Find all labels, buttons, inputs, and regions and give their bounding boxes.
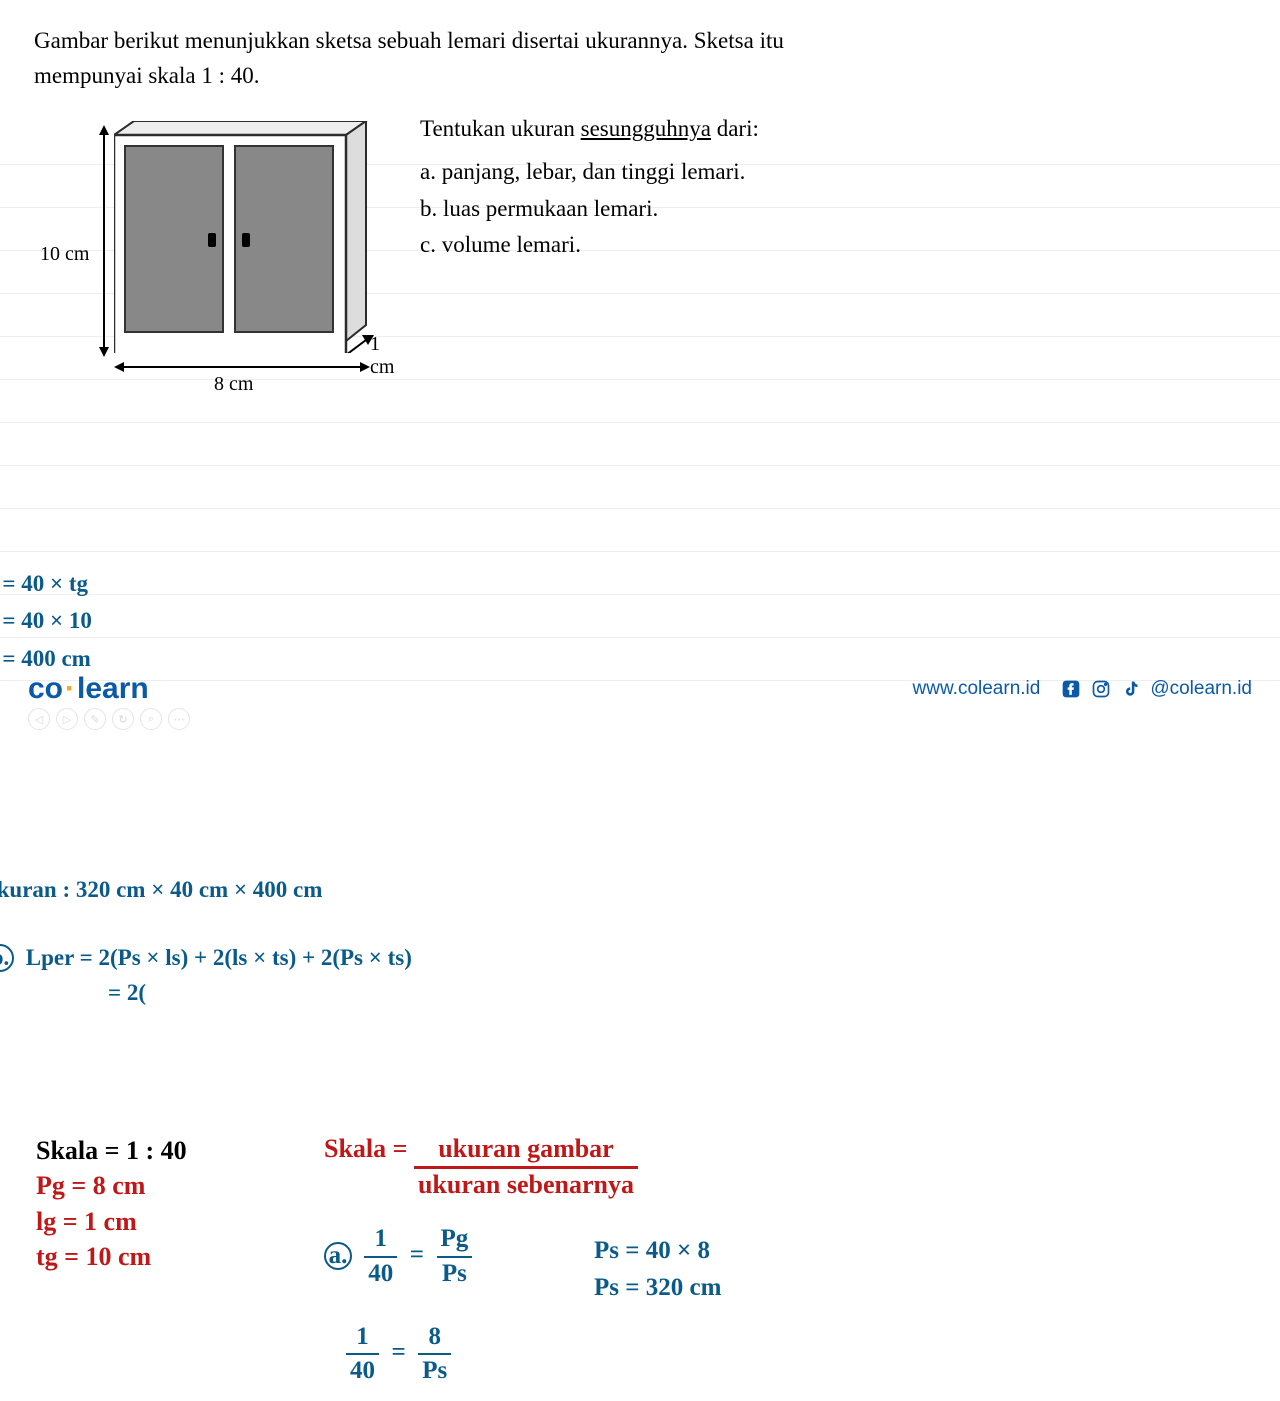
footer-handle: @colearn.id [1150, 678, 1252, 700]
work-part-a-step2: 140 = 8Ps [346, 1321, 451, 1387]
edit-icon[interactable]: ✎ [84, 708, 106, 730]
bottom-work: Skala = 1 : 40 Pg = 8 cm lg = 1 cm tg = … [34, 1131, 1280, 1401]
question-a: a. panjang, lebar, dan tinggi lemari. [420, 154, 865, 191]
player-controls[interactable]: ◁ ▷ ✎ ↻ ⌕ ⋯ [28, 708, 190, 730]
dim-height-label: 10 cm [40, 243, 89, 266]
footer-url: www.colearn.id [913, 678, 1041, 700]
height-arrow [98, 125, 110, 357]
circle-a: a. [324, 1242, 352, 1270]
footer-right: www.colearn.id @colearn.id [913, 678, 1252, 700]
work-part-b: b. Lper = 2(Ps × ls) + 2(ls × ts) + 2(Ps… [0, 943, 426, 1008]
facebook-icon[interactable] [1060, 678, 1082, 700]
work-ps: Ps = 40 × 8 Ps = 320 cm [594, 1233, 721, 1306]
instagram-icon[interactable] [1090, 678, 1112, 700]
work-ukuran: Ukuran : 320 cm × 40 cm × 400 cm [0, 875, 410, 904]
dim-width-label: 8 cm [214, 373, 253, 396]
problem-statement: Gambar berikut menunjukkan sketsa sebuah… [34, 24, 1246, 93]
cabinet-diagram: 10 cm 8 cm 1 cm [34, 111, 404, 401]
question-b: b. luas permukaan lemari. [420, 191, 865, 228]
problem-line-2: mempunyai skala 1 : 40. [34, 59, 1246, 94]
handle-left [208, 233, 216, 247]
width-arrow [114, 361, 370, 373]
page: Gambar berikut menunjukkan sketsa sebuah… [0, 0, 1280, 401]
question-list: Tentukan ukuran sesungguhnya dari: a. pa… [420, 111, 865, 401]
search-icon[interactable]: ⌕ [140, 708, 162, 730]
refresh-icon[interactable]: ↻ [112, 708, 134, 730]
problem-line-1: Gambar berikut menunjukkan sketsa sebuah… [34, 24, 1246, 59]
play-icon[interactable]: ▷ [56, 708, 78, 730]
question-c: c. volume lemari. [420, 227, 865, 264]
scale-definition: Skala = ukuran gambar ukuran sebenarnya [324, 1133, 638, 1201]
brand-logo: co·learn [28, 672, 149, 706]
more-icon[interactable]: ⋯ [168, 708, 190, 730]
cabinet-door-left [124, 145, 224, 333]
work-ts: ts = 40 × tg ts = 40 × 10 ts = 400 cm [0, 569, 195, 673]
handle-right [242, 233, 250, 247]
tiktok-icon[interactable] [1120, 678, 1142, 700]
given-values: Skala = 1 : 40 Pg = 8 cm lg = 1 cm tg = … [36, 1133, 187, 1273]
footer: co·learn ◁ ▷ ✎ ↻ ⌕ ⋯ www.colearn.id @col… [28, 672, 1252, 706]
work-part-a: a. 140 = PgPs [324, 1223, 472, 1290]
question-title: Tentukan ukuran sesungguhnya dari: [420, 111, 865, 148]
circle-b: b. [0, 944, 14, 972]
cabinet-door-right [234, 145, 334, 333]
social-links: @colearn.id [1060, 678, 1252, 700]
prev-icon[interactable]: ◁ [28, 708, 50, 730]
